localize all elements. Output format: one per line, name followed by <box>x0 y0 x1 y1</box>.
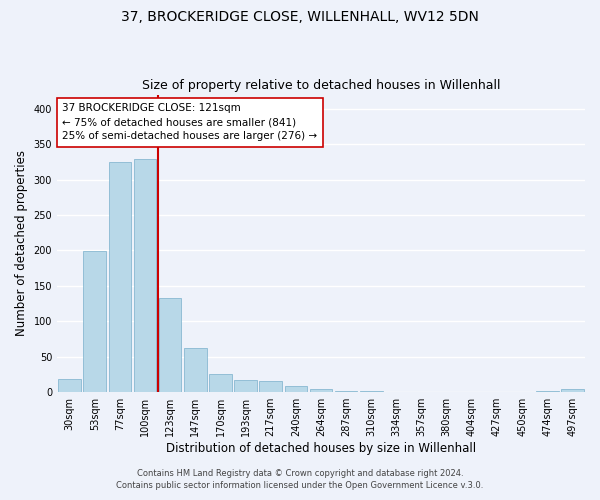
Bar <box>561 390 584 392</box>
Text: 37 BROCKERIDGE CLOSE: 121sqm
← 75% of detached houses are smaller (841)
25% of s: 37 BROCKERIDGE CLOSE: 121sqm ← 75% of de… <box>62 104 317 142</box>
Bar <box>259 381 282 392</box>
Bar <box>184 348 206 392</box>
Y-axis label: Number of detached properties: Number of detached properties <box>15 150 28 336</box>
Text: Contains HM Land Registry data © Crown copyright and database right 2024.
Contai: Contains HM Land Registry data © Crown c… <box>116 468 484 490</box>
Bar <box>209 374 232 392</box>
Bar <box>109 162 131 392</box>
Text: 37, BROCKERIDGE CLOSE, WILLENHALL, WV12 5DN: 37, BROCKERIDGE CLOSE, WILLENHALL, WV12 … <box>121 10 479 24</box>
Title: Size of property relative to detached houses in Willenhall: Size of property relative to detached ho… <box>142 79 500 92</box>
Bar <box>58 378 81 392</box>
Bar <box>134 159 157 392</box>
Bar <box>234 380 257 392</box>
X-axis label: Distribution of detached houses by size in Willenhall: Distribution of detached houses by size … <box>166 442 476 455</box>
Bar <box>310 390 332 392</box>
Bar <box>284 386 307 392</box>
Bar <box>83 251 106 392</box>
Bar <box>159 298 181 392</box>
